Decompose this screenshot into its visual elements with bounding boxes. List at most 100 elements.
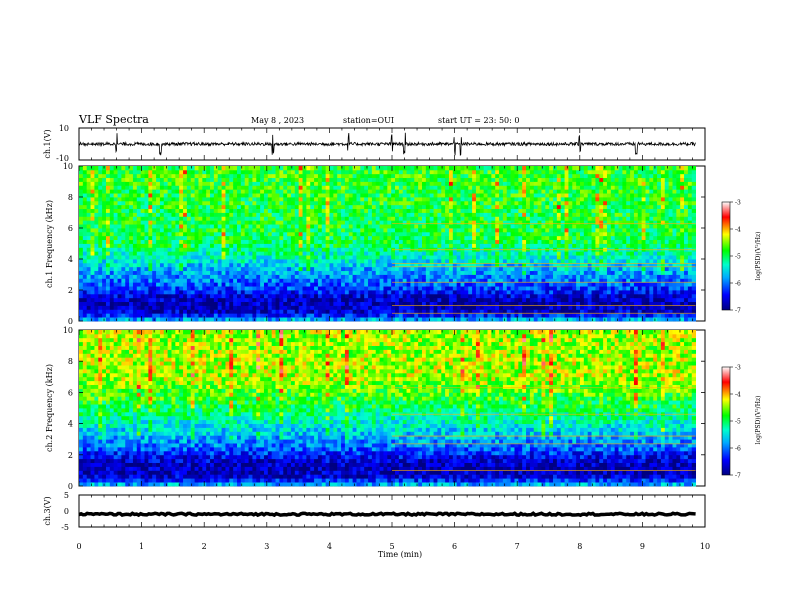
spectrogram-cell [260, 235, 265, 241]
spectrogram-cell [237, 262, 242, 268]
spectrogram-cell [194, 247, 199, 252]
spectrogram-cell [337, 166, 342, 171]
spectrogram-cell [414, 228, 419, 233]
spectrogram-cell [306, 204, 311, 210]
spectrogram-cell [287, 185, 292, 190]
spectrogram-cell [429, 177, 434, 182]
spectrogram-cell [499, 301, 504, 306]
spectrogram-cell [294, 313, 300, 318]
spectrogram-cell [406, 286, 411, 291]
spectrogram-cell [352, 286, 357, 291]
spectrogram-cell [202, 247, 207, 252]
spectrogram-cell [82, 266, 88, 272]
spectrogram-cell [421, 224, 427, 229]
spectrogram-cell [383, 270, 388, 275]
spectrogram-cell [275, 189, 280, 194]
spectrogram-cell [175, 189, 180, 194]
spectrogram-cell [414, 216, 419, 221]
spectrogram-cell [337, 216, 342, 221]
spectrogram-cell [263, 189, 269, 194]
spectrogram-cell [179, 305, 184, 310]
spectrogram-cell [252, 278, 257, 283]
spectrogram-cell [194, 286, 199, 291]
spectrogram-cell [190, 220, 196, 225]
spectrogram-cell [495, 235, 500, 241]
spectrogram-cell [260, 243, 265, 248]
spectrogram-cell [468, 224, 473, 229]
spectrogram-cell [183, 173, 188, 179]
spectrogram-cell [383, 297, 388, 303]
spectrogram-cell [98, 208, 103, 213]
spectrogram-cell [383, 286, 388, 291]
spectrogram-cell [198, 204, 203, 210]
spectrogram-cell [256, 278, 261, 283]
spectrogram-cell [198, 286, 203, 291]
spectrogram-cell [445, 231, 450, 237]
spectrogram-cell [275, 313, 280, 318]
spectrogram-cell [337, 239, 342, 244]
spectrogram-cell [156, 169, 161, 175]
spectrogram-cell [302, 235, 307, 241]
spectrogram-cell [321, 216, 327, 221]
spectrogram-cell [425, 204, 431, 210]
spectrogram-cell [94, 197, 99, 202]
spectrogram-cell [210, 309, 215, 314]
spectrogram-cell [545, 282, 550, 287]
spectrogram-cell [206, 309, 211, 314]
spectrogram-cell [429, 286, 434, 291]
spectrogram-cell [549, 309, 554, 314]
spectrogram-cell [132, 166, 138, 171]
spectrogram-cell [464, 262, 469, 268]
spectrogram-cell [121, 239, 126, 244]
spectrogram-cell [341, 266, 346, 272]
spectrogram-cell [395, 231, 400, 237]
spectrogram-cell [537, 212, 542, 217]
spectrogram-cell [260, 185, 265, 190]
spectrogram-cell [198, 297, 203, 303]
spectrogram-cell [221, 251, 226, 256]
spectrogram-cell [148, 297, 153, 303]
spectrogram-cell [206, 193, 211, 198]
spectrogram-cell [213, 290, 219, 295]
spectrogram-cell [113, 216, 118, 221]
spectrogram-cell [529, 259, 535, 264]
spectrogram-cell [298, 247, 303, 252]
spectrogram-cell [545, 262, 550, 268]
spectrogram-cell [79, 185, 84, 190]
spectrogram-cell [221, 293, 226, 299]
spectrogram-cell [375, 266, 380, 272]
spectrogram-cell [263, 216, 269, 221]
spectrogram-cell [445, 228, 450, 233]
spectrogram-cell [221, 286, 226, 291]
spectrogram-cell [279, 274, 284, 279]
spectrogram-cell [294, 224, 300, 229]
spectrogram-cell [210, 169, 215, 175]
spectrogram-cell [352, 282, 357, 287]
spectrogram-cell [202, 270, 207, 275]
spectrogram-cell [144, 313, 149, 318]
spectrogram-cell [244, 259, 249, 264]
spectrogram-cell [194, 185, 199, 190]
spectrogram-cell [329, 313, 334, 318]
spectrogram-cell [306, 200, 311, 206]
spectrogram-cell [398, 216, 404, 221]
spectrogram-cell [217, 200, 222, 206]
spectrogram-cell [472, 278, 477, 283]
spectrogram-cell [337, 231, 342, 237]
spectrogram-cell [395, 239, 400, 244]
spectrogram-cell [502, 173, 508, 179]
spectrogram-cell [445, 243, 450, 248]
spectrogram-cell [237, 247, 242, 252]
spectrogram-cell [375, 166, 380, 171]
spectrogram-cell [267, 293, 273, 299]
spectrogram-cell [298, 216, 303, 221]
spectrogram-cell [148, 200, 153, 206]
spectrogram-cell [344, 169, 350, 175]
spectrogram-cell [325, 235, 330, 241]
spectrogram-cell [383, 177, 388, 182]
spectrogram-cell [244, 189, 249, 194]
spectrogram-cell [279, 255, 284, 260]
spectrogram-cell [483, 309, 488, 314]
spectrogram-cell [190, 208, 196, 213]
spectrogram-cell [418, 173, 423, 179]
